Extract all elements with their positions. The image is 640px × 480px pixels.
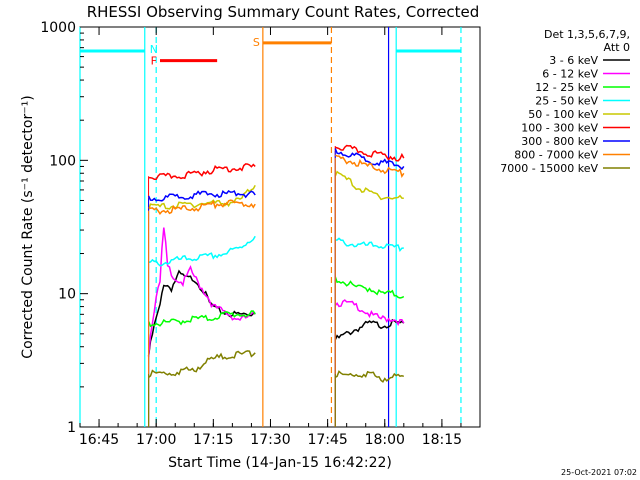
legend-label: 100 - 300 keV [521,122,598,135]
series-line [335,144,405,162]
x-tick-label: 17:15 [193,432,233,448]
x-tick-label: 17:30 [250,432,290,448]
y-tick-label: 10 [58,287,76,303]
chart-title: RHESSI Observing Summary Count Rates, Co… [87,3,480,21]
legend-label: 300 - 800 keV [521,135,598,148]
legend-label: 800 - 7000 keV [514,149,598,162]
series-line [148,350,256,378]
x-tick-label: 16:45 [79,432,119,448]
legend-label: 50 - 100 keV [528,108,598,121]
interval-lines [79,27,462,427]
legend-header: Att 0 [604,41,630,54]
series-line [147,227,256,358]
x-tick-label: 18:00 [365,432,405,448]
series-lines [147,144,405,427]
legend-label: 3 - 6 keV [549,54,598,67]
series-line [334,299,405,327]
series-line [335,237,404,253]
x-axis-ticks: 16:45 17:00 17:15 17:30 17:45 18:00 18:15 [79,27,481,448]
night-marker-label: N [150,43,158,56]
y-tick-label: 1000 [40,20,76,36]
y-axis-label: Corrected Count Rate (s⁻¹ detector⁻¹) [20,95,36,358]
series-line [334,170,404,201]
series-line [334,154,405,178]
series-line [147,310,256,328]
plot-frame [79,26,481,428]
series-line [147,269,256,357]
series-line [148,235,256,267]
legend-header: Det 1,3,5,6,7,9, [544,28,630,41]
x-tick-label: 17:45 [307,432,347,448]
legend-label: 6 - 12 keV [542,68,598,81]
y-axis-ticks: 1 10 100 1000 [40,20,88,436]
y-tick-label: 1 [67,420,76,436]
series-line [148,199,256,215]
interval-bars: NF S [80,36,461,68]
series-line [334,276,405,299]
series-line [148,163,256,180]
legend-label: 7000 - 15000 keV [500,162,598,175]
series-line [334,318,405,341]
series-line [334,148,405,171]
x-tick-label: 17:00 [136,432,176,448]
y-tick-label: 100 [49,153,76,169]
series-line [147,190,256,202]
legend-label: 25 - 50 keV [535,95,598,108]
legend-label: 12 - 25 keV [535,81,598,94]
series-line [334,370,404,383]
x-tick-label: 18:15 [422,432,462,448]
x-axis-label: Start Time (14-Jan-15 16:42:22) [168,455,392,471]
flare-marker-label: F [151,55,157,68]
saa-marker-label: S [253,36,260,49]
footer-date: 25-Oct-2021 07:02 [561,468,637,477]
